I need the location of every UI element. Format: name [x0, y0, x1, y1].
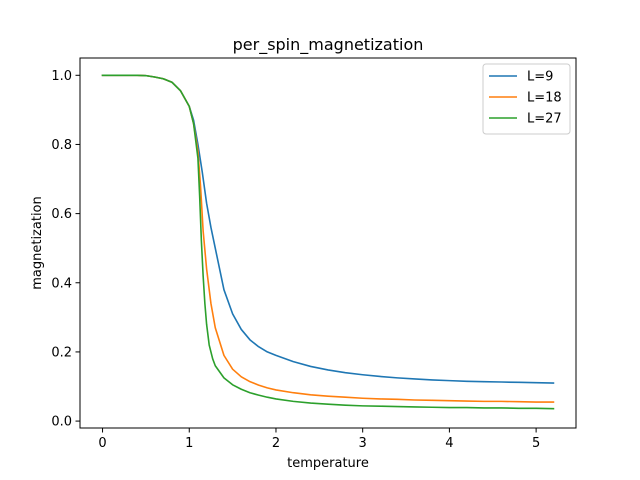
legend: L=9 L=18 L=27 — [482, 63, 571, 135]
chart-title: per_spin_magnetization — [233, 35, 424, 55]
x-axis-label: temperature — [287, 456, 369, 471]
y-axis: 0.0 0.2 0.4 0.6 0.8 1.0 — [51, 69, 80, 430]
x-axis: 0 1 2 3 4 5 — [98, 428, 540, 451]
legend-label-3: L=27 — [527, 112, 562, 127]
x-tick-label: 3 — [359, 436, 367, 451]
x-tick-label: 5 — [532, 436, 540, 451]
y-tick-label: 1.0 — [51, 69, 72, 84]
y-tick-label: 0.8 — [51, 138, 72, 153]
y-tick-label: 0.4 — [51, 276, 72, 291]
y-tick-label: 0.6 — [51, 207, 72, 222]
series-line-3 — [101, 74, 555, 410]
plot-area-frame — [79, 57, 577, 429]
y-tick-label: 0.0 — [51, 415, 72, 430]
series-layer — [101, 74, 555, 410]
x-tick-label: 4 — [445, 436, 453, 451]
y-axis-label: magnetization — [30, 196, 45, 290]
x-tick-label: 2 — [272, 436, 280, 451]
legend-box — [482, 63, 571, 135]
legend-label-2: L=18 — [527, 91, 562, 106]
x-tick-label: 1 — [185, 436, 193, 451]
x-tick-label: 0 — [98, 436, 106, 451]
y-tick-label: 0.2 — [51, 345, 72, 360]
legend-label-1: L=9 — [527, 70, 553, 85]
